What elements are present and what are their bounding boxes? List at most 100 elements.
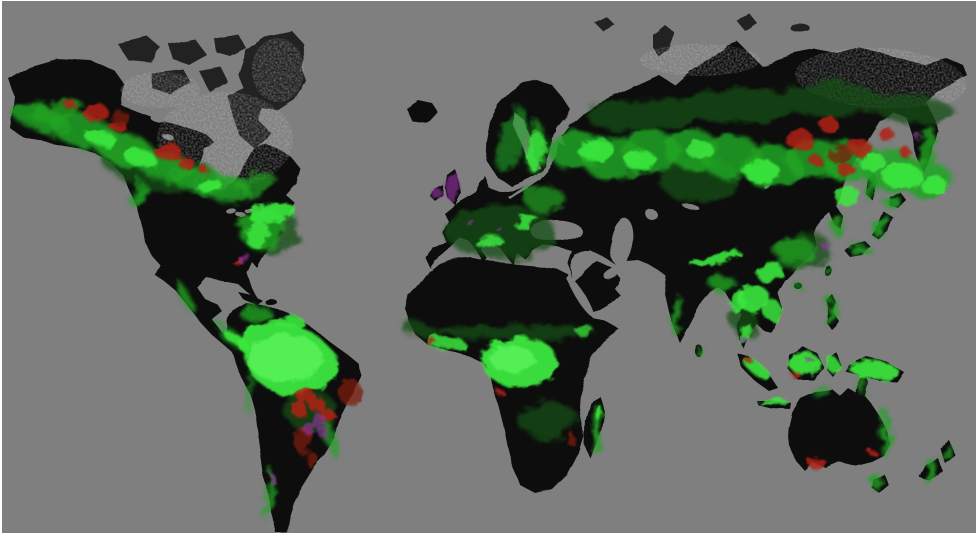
sierra-madre-forest xyxy=(176,282,196,312)
guiana-forest xyxy=(274,315,306,329)
japan-forest xyxy=(872,214,890,238)
taiga-bright-patch xyxy=(686,141,714,159)
arctic-island xyxy=(118,37,162,62)
forest-patch xyxy=(775,83,885,117)
arctic-island xyxy=(198,66,228,92)
baltic-sea xyxy=(508,167,548,199)
yunnan-forest xyxy=(756,261,784,283)
cuba xyxy=(238,292,263,305)
mozambique-loss xyxy=(568,433,576,447)
iceland xyxy=(406,100,438,123)
us-northeast-forest xyxy=(248,203,296,223)
scandinavia-forest xyxy=(496,107,528,173)
tasmania-forest xyxy=(871,478,885,490)
svalbard xyxy=(594,16,614,32)
siberia-fire-loss xyxy=(818,117,838,131)
malay-mixed xyxy=(741,336,747,346)
ireland-mixed-change xyxy=(432,188,442,200)
forest-patch xyxy=(685,88,795,122)
east-china-mixed xyxy=(822,244,830,250)
appalachian-forest xyxy=(245,221,271,249)
east-europe-forest xyxy=(525,186,565,214)
vietnam-forest xyxy=(763,299,781,321)
amazon-deforestation-arc xyxy=(308,398,326,412)
amazon-deforestation-arc xyxy=(296,389,316,403)
canada-fire-loss xyxy=(155,143,181,161)
siberia-fire-loss xyxy=(878,128,894,140)
australia-east-coast-forest xyxy=(881,411,891,457)
forest-loss-dark-layer xyxy=(110,111,852,467)
persian-gulf xyxy=(603,267,623,279)
taiga-bright-patch xyxy=(920,177,948,195)
new-siberian-islands xyxy=(790,24,810,32)
australia xyxy=(788,372,890,470)
siberia-old-burn xyxy=(828,146,852,164)
boreal-bright-patch xyxy=(197,179,223,193)
forest-patch xyxy=(585,98,695,132)
arctic-island xyxy=(170,40,206,64)
siberia-fire-loss xyxy=(808,155,822,165)
northeast-brazil-dry xyxy=(337,378,363,406)
west-africa-forest xyxy=(426,335,466,351)
kamchatka-forest xyxy=(920,126,936,170)
hispaniola xyxy=(266,300,278,306)
amazon-core xyxy=(247,334,323,382)
boreal-bright-patch xyxy=(122,148,158,168)
uk-mixed-change xyxy=(444,172,460,200)
sakhalin-forest xyxy=(866,175,876,201)
northeast-india-forest xyxy=(710,274,734,292)
europe-mixed xyxy=(466,219,474,225)
sweden-bright-forest xyxy=(527,132,545,172)
carpathian-forest xyxy=(514,215,538,229)
forest-gain-layer xyxy=(236,132,920,485)
siberia-fire-loss xyxy=(837,164,855,176)
burma-forest xyxy=(729,288,745,312)
western-ghats-forest xyxy=(672,296,682,336)
canada-old-burn xyxy=(110,111,130,125)
europe-mixed xyxy=(497,228,503,232)
australia-north-forest xyxy=(811,388,833,396)
southeast-asia-forest xyxy=(737,284,769,312)
central-america-bright xyxy=(223,331,249,349)
congo-core xyxy=(490,345,534,373)
sahel-band xyxy=(436,325,596,341)
se-us-mixed-change xyxy=(236,254,252,264)
canada-fire-loss xyxy=(199,166,209,174)
taiga-bright-patch xyxy=(858,153,886,171)
canada-fire-loss xyxy=(178,157,194,169)
lake xyxy=(226,208,236,214)
taiga-bright-patch xyxy=(578,138,614,162)
siberia-fire-loss xyxy=(848,140,872,156)
novaya-zemlya xyxy=(652,24,674,56)
forest-core-layer xyxy=(247,334,534,382)
alps-forest xyxy=(474,235,502,247)
canada-fire-loss xyxy=(64,99,76,109)
taiga-bright-patch xyxy=(744,160,780,184)
chile-mixed xyxy=(269,473,275,485)
paraguay-mixed xyxy=(302,422,314,434)
forest-patch xyxy=(402,321,438,339)
java-forest xyxy=(758,399,788,405)
borneo-loss xyxy=(791,372,801,378)
korea-forest xyxy=(832,215,844,237)
sulawesi-forest xyxy=(825,357,839,371)
sri-lanka-forest xyxy=(696,347,702,357)
colombia-forest xyxy=(240,306,272,322)
caspian-sea xyxy=(610,218,634,266)
west-africa-loss xyxy=(427,339,437,345)
southwest-australia-loss xyxy=(809,458,827,470)
taiga-bright-patch xyxy=(624,150,656,170)
taiga-bright-patch xyxy=(882,163,922,189)
ethiopia-forest xyxy=(576,325,594,337)
miombo-woodland xyxy=(518,401,578,439)
andes-forest-strip xyxy=(246,364,256,416)
boreal-bright-patch xyxy=(83,129,117,147)
amazon-deforestation-arc xyxy=(292,400,306,418)
new-guinea-forest xyxy=(849,360,899,380)
hainan-forest xyxy=(795,284,803,290)
forest-patch xyxy=(875,95,955,125)
tundra-patch xyxy=(640,44,760,76)
severnaya-zemlya xyxy=(736,14,758,32)
quebec-forest xyxy=(236,170,276,196)
japan-forest xyxy=(885,195,901,209)
